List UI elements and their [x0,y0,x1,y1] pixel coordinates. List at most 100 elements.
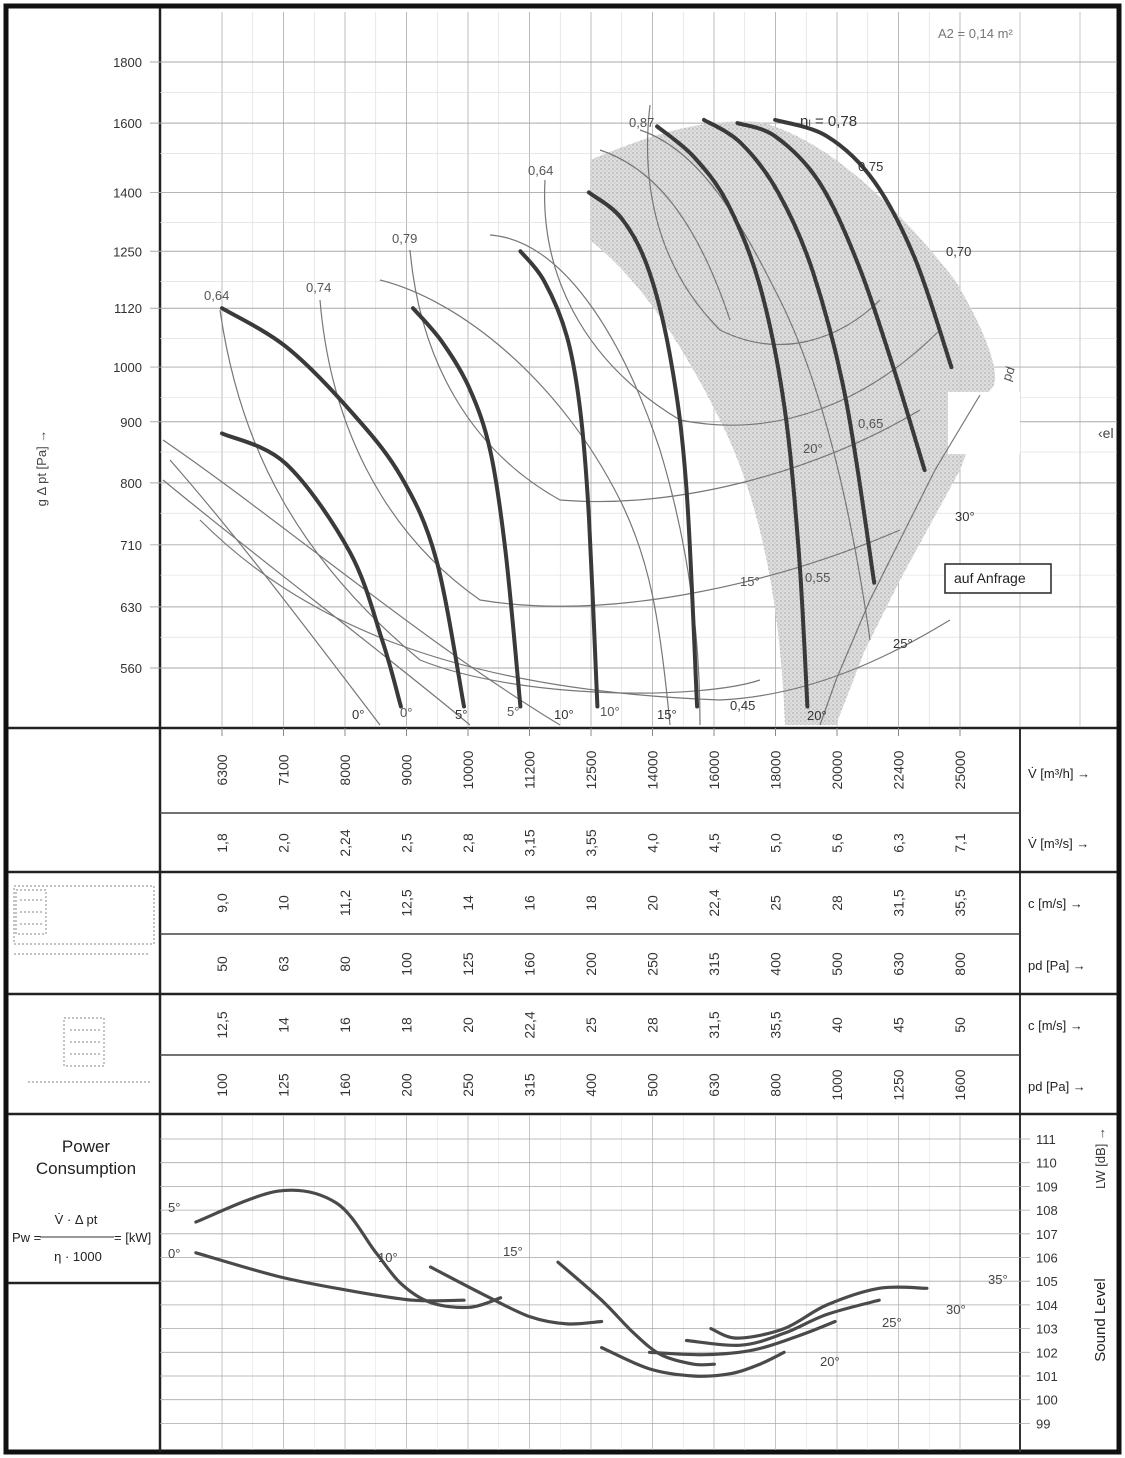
velocity-a-value: 14 [460,895,476,911]
sound-tick-label: 110 [1036,1156,1057,1171]
dynamic-pressure-a-value: 100 [399,952,415,976]
volume-flow-s-value: 2,0 [276,833,292,853]
pressure-curve [735,121,927,473]
volume-flow-h-value: 25000 [952,750,968,789]
auf-anfrage-boundary [819,394,981,726]
pressure-curve [586,190,700,709]
sound-curve-label: 5° [168,1200,180,1215]
pressure-curves [220,117,954,709]
volume-flow-s-value: 1,8 [214,833,230,853]
velocity-a-value: 10 [276,895,292,911]
row-label-velocity-b: c [m/s] → [1028,1018,1083,1033]
volume-flow-h-value: 14000 [645,750,661,789]
dynamic-pressure-b-value: 250 [460,1073,476,1097]
pressure-curve [411,306,523,709]
angle-label: 0° [400,705,412,720]
sound-axis-unit: LW [dB] → [1093,1127,1108,1189]
y-tick-label: 800 [120,476,142,491]
velocity-a-value: 16 [522,895,538,911]
velocity-a-value: 9,0 [214,893,230,913]
velocity-a-value: 31,5 [891,889,907,916]
velocity-b-value: 45 [891,1017,907,1033]
area-label: A2 = 0,14 m² [938,26,1013,41]
sound-curve [600,1346,786,1378]
angle-label: 10° [554,707,574,722]
efficiency-label: 0,70 [946,244,971,259]
side-fragment: ‹el [1098,425,1114,441]
volume-flow-h-value: 20000 [829,750,845,789]
efficiency-label: 0,45 [730,698,755,713]
velocity-b-value: 12,5 [214,1011,230,1038]
volume-flow-s-value: 7,1 [952,833,968,853]
velocity-a-value: 22,4 [706,889,722,916]
power-title: Consumption [36,1159,136,1178]
formula-rhs: = [kW] [114,1230,151,1245]
y-tick-label: 1600 [113,116,142,131]
dynamic-pressure-b-value: 800 [768,1073,784,1097]
volume-flow-s-value: 6,3 [891,833,907,853]
sound-tick-label: 101 [1036,1369,1058,1384]
volume-flow-s-value: 2,24 [337,829,353,856]
efficiency-label: 0,74 [306,280,331,295]
angle-label: 5° [507,704,519,719]
velocity-b-value: 28 [645,1017,661,1033]
pressure-curve [518,249,600,709]
volume-flow-s-value: 4,5 [706,833,722,853]
angle-label: 10° [600,704,620,719]
velocity-b-value: 35,5 [768,1011,784,1038]
pressure-curve [773,117,954,370]
efficiency-label: 0,79 [392,231,417,246]
table-row-labels: V̇ [m³/h] → V̇ [m³/s] → c [m/s] → pd [Pa… [1028,766,1090,1094]
velocity-b-value: 22,4 [522,1011,538,1038]
volume-flow-s-value: 2,8 [460,833,476,853]
dynamic-pressure-b-value: 1250 [891,1069,907,1100]
sound-level-curves: 5° 0° 10° 15° 20° 25° 30° 35° [168,1188,1008,1378]
sound-curve-label: 0° [168,1246,180,1261]
velocity-b-value: 16 [337,1017,353,1033]
velocity-a-value: 18 [583,895,599,911]
dynamic-pressure-b-value: 200 [399,1073,415,1097]
sound-curve [684,1298,881,1347]
volume-flow-h-value: 22400 [891,750,907,789]
row-label-dynamic-pressure-b: pd [Pa] → [1028,1079,1086,1094]
sound-axis: 111 110 109 108 107 106 105 104 103 102 101 100 99 [1036,1132,1058,1431]
outlet-a-diagram [13,885,155,955]
pressure-curve [220,431,403,709]
velocity-b-value: 18 [399,1017,415,1033]
velocity-a-value: 12,5 [399,889,415,916]
angle-label: 30° [955,509,975,524]
y-tick-label: 630 [120,600,142,615]
sound-grid [160,1116,1030,1450]
on-request-label: auf Anfrage [954,570,1026,586]
efficiency-curve [219,309,761,694]
pd-line-label: pd [999,364,1018,383]
pressure-curve [655,124,810,709]
volume-flow-h-value: 16000 [706,750,722,789]
volume-flow-h-value: 7100 [276,754,292,785]
on-request-shaded-area [590,121,996,726]
y-tick-label: 1400 [113,185,142,200]
dynamic-pressure-b-value: 400 [583,1073,599,1097]
efficiency-curve [489,234,701,726]
volume-flow-h-value: 8000 [337,754,353,785]
velocity-a-value: 11,2 [337,890,353,916]
volume-flow-h-value: 18000 [768,750,784,789]
y-tick-label: 1000 [113,360,142,375]
y-axis: 1800 1600 1400 1250 1120 1000 900 800 710 630 560 [113,55,142,676]
dynamic-pressure-b-value: 1600 [952,1069,968,1100]
sound-curve [556,1260,716,1367]
efficiency-label: 0,87 [629,115,654,130]
dynamic-pressure-b-value: 630 [706,1073,722,1097]
sound-tick-label: 111 [1036,1132,1056,1147]
volume-flow-s-value: 5,0 [768,833,784,853]
dynamic-pressure-a-value: 800 [952,952,968,976]
formula-denominator: η · 1000 [54,1249,102,1264]
velocity-a-value: 28 [829,895,845,911]
power-title: Power [62,1137,111,1156]
dynamic-pressure-a-value: 50 [214,956,230,972]
outer-frame [3,3,1122,1455]
sound-tick-label: 108 [1036,1203,1058,1218]
angle-label: 25° [893,636,913,651]
angle-label: 20° [807,708,827,723]
pressure-curve [220,306,466,709]
